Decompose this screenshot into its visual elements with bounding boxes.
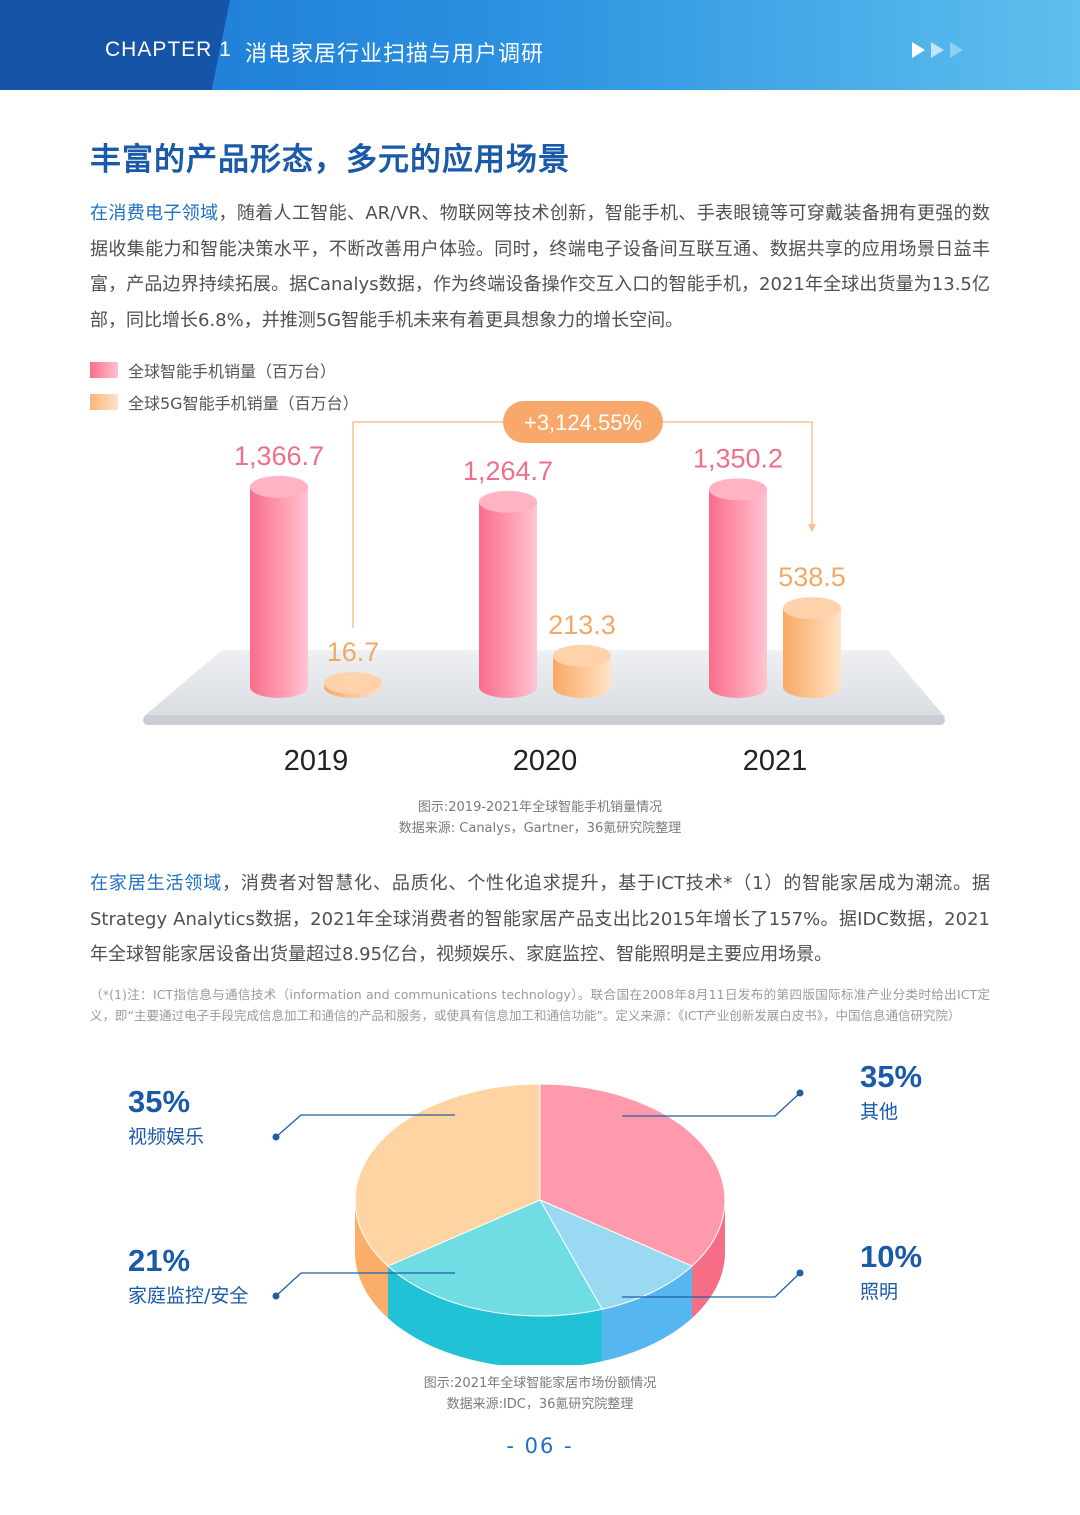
data-label: 538.5 xyxy=(778,562,846,592)
section-title: 丰富的产品形态，多元的应用场景 xyxy=(90,142,570,178)
chapter-header: CHAPTER 1 消电家居行业扫描与用户调研 xyxy=(0,0,1080,90)
bar-chart-legend: 全球智能手机销量（百万台） 全球5G智能手机销量（百万台） xyxy=(90,354,359,418)
data-label: 213.3 xyxy=(548,610,616,640)
paragraph-highlight: 在家居生活领域 xyxy=(90,873,223,894)
pie-percent-label: 35% xyxy=(860,1059,922,1094)
arrow-down-icon xyxy=(808,524,816,533)
bar-5g-2020 xyxy=(553,644,611,698)
caption-title: 图示:2019-2021年全球智能手机销量情况 xyxy=(417,800,663,815)
pie-category-label: 视频娱乐 xyxy=(128,1126,204,1148)
x-tick-label: 2020 xyxy=(513,745,578,777)
pie-category-label: 家庭监控/安全 xyxy=(128,1285,248,1307)
data-label: 16.7 xyxy=(327,637,380,667)
legend-item: 全球智能手机销量（百万台） xyxy=(90,354,359,386)
arrow-decoration xyxy=(912,42,969,62)
play-arrow-icon xyxy=(912,42,925,58)
x-tick-label: 2019 xyxy=(284,745,349,777)
growth-badge xyxy=(503,401,663,443)
legend-swatch xyxy=(90,362,118,378)
pie-slice-家庭监控/安全 xyxy=(387,1199,603,1317)
bar-chart-caption: 图示:2019-2021年全球智能手机销量情况 数据来源: Canalys，Ga… xyxy=(0,797,1080,839)
paragraph-text: ，消费者对智慧化、品质化、个性化追求提升，基于ICT技术*（1）的智能家居成为潮… xyxy=(90,873,990,965)
pie-chart-caption: 图示:2021年全球智能家居市场份额情况 数据来源:IDC，36氪研究院整理 xyxy=(0,1373,1080,1415)
pie-slice-视频娱乐 xyxy=(354,1083,541,1267)
pie-label-照明: 10% 照明 xyxy=(622,1239,922,1303)
smartphone-sales-bar-chart: 1,366.7 16.7 1,264.7 213.3 1,350.2 538.5 2019… xyxy=(143,401,945,777)
x-tick-label: 2021 xyxy=(743,745,808,777)
pie-percent-label: 10% xyxy=(860,1239,922,1274)
pie-side-wall xyxy=(602,1266,692,1362)
pie-label-视频娱乐: 35% 视频娱乐 xyxy=(128,1084,455,1148)
legend-item: 全球5G智能手机销量（百万台） xyxy=(90,386,359,418)
bar-smartphone-2021 xyxy=(709,478,767,698)
legend-label: 全球5G智能手机销量（百万台） xyxy=(128,394,359,413)
page-number: - 06 - xyxy=(506,1434,574,1458)
play-arrow-icon xyxy=(931,42,944,58)
pie-label-家庭监控/安全: 21% 家庭监控/安全 xyxy=(128,1243,455,1307)
paragraph-consumer-electronics: 在消费电子领域，随着人工智能、AR/VR、物联网等技术创新，智能手机、手表眼镜等… xyxy=(90,196,990,338)
legend-swatch xyxy=(90,394,118,410)
caption-source: 数据来源:IDC，36氪研究院整理 xyxy=(446,1397,634,1412)
bar-5g-2021 xyxy=(783,597,841,698)
pie-category-label: 照明 xyxy=(860,1281,898,1303)
bar-5g-2019 xyxy=(324,672,382,698)
play-arrow-icon xyxy=(950,42,963,58)
growth-badge-label: +3,124.55% xyxy=(524,410,642,435)
bar-smartphone-2019 xyxy=(250,475,308,698)
pie-side-wall xyxy=(388,1266,603,1365)
pie-slice-其他 xyxy=(539,1083,726,1267)
pie-side-wall xyxy=(692,1200,725,1319)
pie-slice-照明 xyxy=(538,1198,693,1310)
paragraph-highlight: 在消费电子领域 xyxy=(90,203,219,224)
chapter-chip xyxy=(0,0,230,90)
data-label: 1,264.7 xyxy=(463,456,553,486)
pie-label-其他: 35% 其他 xyxy=(622,1059,922,1123)
pie-category-label: 其他 xyxy=(860,1101,898,1123)
pie-side-wall xyxy=(355,1200,388,1319)
chapter-label: CHAPTER 1 xyxy=(105,38,232,61)
footnote: （*(1)注：ICT指信息与通信技术（information and commu… xyxy=(90,987,990,1023)
caption-source: 数据来源: Canalys，Gartner，36氪研究院整理 xyxy=(398,821,682,836)
bar-smartphone-2020 xyxy=(479,490,537,698)
paragraph-text: ，随着人工智能、AR/VR、物联网等技术创新，智能手机、手表眼镜等可穿戴装备拥有… xyxy=(90,203,991,331)
legend-label: 全球智能手机销量（百万台） xyxy=(128,362,337,381)
pie-percent-label: 35% xyxy=(128,1084,190,1119)
paragraph-smart-home: 在家居生活领域，消费者对智慧化、品质化、个性化追求提升，基于ICT技术*（1）的… xyxy=(90,866,990,973)
data-label: 1,350.2 xyxy=(693,443,783,473)
pie-percent-label: 21% xyxy=(128,1243,190,1278)
data-label: 1,366.7 xyxy=(234,441,324,471)
smart-home-share-pie-chart: 35% 视频娱乐 35% 其他 10% 照明 21% 家庭监控/安全 xyxy=(128,1059,922,1365)
header-title: 消电家居行业扫描与用户调研 xyxy=(245,42,545,67)
caption-title: 图示:2021年全球智能家居市场份额情况 xyxy=(423,1376,657,1391)
chart-platform-edge xyxy=(143,715,945,725)
